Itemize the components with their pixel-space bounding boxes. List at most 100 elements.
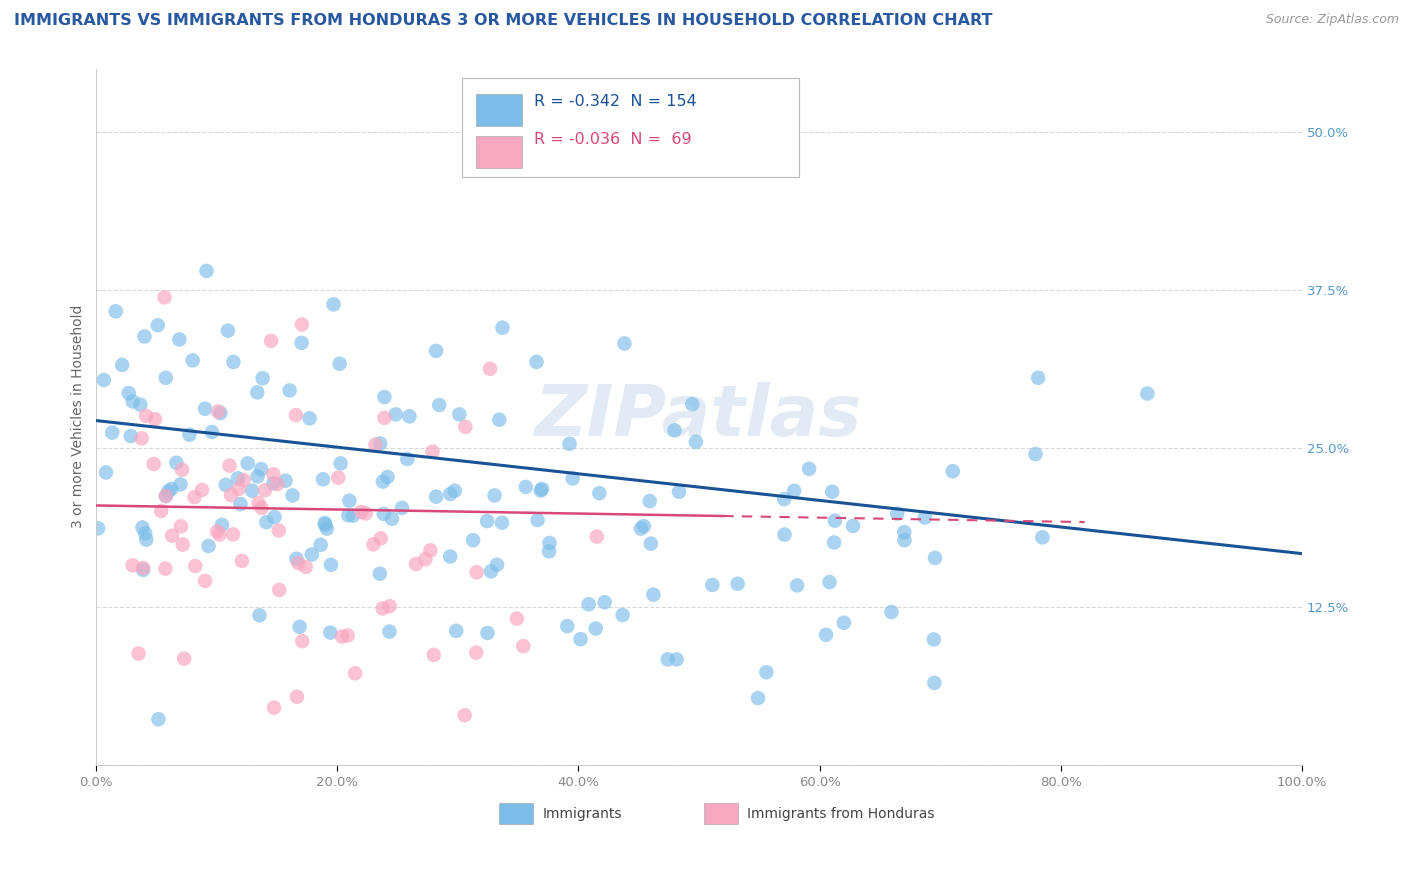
Point bbox=[104, 304, 127, 318]
Point bbox=[254, 515, 277, 529]
Point bbox=[285, 690, 308, 704]
Point bbox=[143, 412, 166, 426]
Point bbox=[886, 507, 908, 521]
Point bbox=[249, 608, 271, 623]
Point bbox=[415, 552, 437, 566]
Point bbox=[1136, 386, 1159, 401]
Point bbox=[515, 480, 537, 494]
Point bbox=[155, 489, 177, 503]
Point bbox=[94, 466, 117, 480]
Point bbox=[128, 647, 150, 661]
Point bbox=[373, 507, 395, 521]
Point bbox=[479, 361, 502, 376]
Point bbox=[681, 397, 703, 411]
Point bbox=[461, 533, 484, 548]
Point bbox=[287, 556, 309, 570]
Point bbox=[250, 462, 273, 476]
Text: ZIPatlas: ZIPatlas bbox=[536, 383, 863, 451]
Point bbox=[337, 493, 360, 508]
Point bbox=[160, 529, 183, 543]
Point bbox=[773, 527, 796, 541]
Point bbox=[291, 634, 314, 648]
Point bbox=[222, 527, 245, 541]
Point bbox=[246, 385, 269, 400]
Point bbox=[371, 601, 394, 615]
FancyBboxPatch shape bbox=[477, 95, 522, 127]
Point bbox=[157, 484, 180, 499]
Point bbox=[135, 533, 157, 547]
Point bbox=[172, 537, 194, 551]
Point bbox=[328, 471, 350, 485]
Point bbox=[378, 624, 401, 639]
Point bbox=[329, 357, 352, 371]
Point bbox=[314, 516, 336, 530]
Point bbox=[664, 423, 686, 437]
Point bbox=[278, 384, 301, 398]
Point bbox=[665, 652, 688, 666]
Point bbox=[491, 320, 513, 334]
Point bbox=[443, 483, 465, 498]
Point bbox=[267, 524, 290, 538]
Point bbox=[488, 413, 510, 427]
Point bbox=[336, 628, 359, 642]
Point bbox=[337, 508, 360, 523]
Point bbox=[252, 371, 274, 385]
Point bbox=[342, 508, 364, 523]
Point bbox=[121, 558, 143, 573]
Point bbox=[370, 531, 392, 545]
Point bbox=[291, 335, 314, 350]
Point bbox=[142, 457, 165, 471]
FancyBboxPatch shape bbox=[499, 804, 533, 824]
Point bbox=[526, 355, 548, 369]
Point bbox=[585, 530, 607, 544]
Point bbox=[215, 478, 238, 492]
Point bbox=[209, 406, 232, 420]
Point bbox=[250, 500, 273, 515]
Point bbox=[170, 519, 193, 533]
Point bbox=[330, 630, 353, 644]
Point bbox=[205, 524, 228, 539]
Point bbox=[942, 464, 965, 478]
Point bbox=[231, 554, 253, 568]
Text: Immigrants: Immigrants bbox=[543, 807, 621, 821]
Y-axis label: 3 or more Vehicles in Household: 3 or more Vehicles in Household bbox=[72, 305, 86, 528]
Point bbox=[134, 526, 156, 541]
Point bbox=[422, 648, 444, 662]
Point bbox=[179, 427, 201, 442]
Point bbox=[363, 537, 385, 551]
Point bbox=[121, 394, 143, 409]
Point bbox=[530, 482, 553, 496]
Point bbox=[211, 517, 233, 532]
Point bbox=[131, 431, 153, 445]
Point bbox=[314, 517, 336, 532]
Point bbox=[262, 467, 284, 482]
Point bbox=[309, 538, 332, 552]
Point bbox=[668, 484, 690, 499]
Point bbox=[160, 482, 183, 496]
Point bbox=[484, 488, 506, 502]
Point bbox=[630, 522, 652, 536]
Point bbox=[169, 477, 191, 491]
Text: IMMIGRANTS VS IMMIGRANTS FROM HONDURAS 3 OR MORE VEHICLES IN HOUSEHOLD CORRELATI: IMMIGRANTS VS IMMIGRANTS FROM HONDURAS 3… bbox=[14, 13, 993, 29]
Point bbox=[538, 536, 561, 550]
Point bbox=[893, 533, 915, 548]
Point bbox=[477, 626, 499, 640]
Point bbox=[924, 550, 946, 565]
Point bbox=[485, 558, 508, 572]
Point bbox=[613, 336, 636, 351]
Point bbox=[132, 563, 155, 577]
Point bbox=[312, 472, 335, 486]
Point bbox=[146, 318, 169, 333]
Point bbox=[773, 492, 796, 507]
Point bbox=[1026, 371, 1049, 385]
Point bbox=[1024, 447, 1046, 461]
Point bbox=[914, 510, 936, 524]
Point bbox=[526, 513, 548, 527]
Point bbox=[194, 574, 217, 588]
FancyBboxPatch shape bbox=[704, 804, 738, 824]
Point bbox=[612, 607, 634, 622]
Point bbox=[322, 297, 344, 311]
Point bbox=[298, 411, 321, 425]
Point bbox=[120, 429, 142, 443]
Point bbox=[727, 576, 749, 591]
